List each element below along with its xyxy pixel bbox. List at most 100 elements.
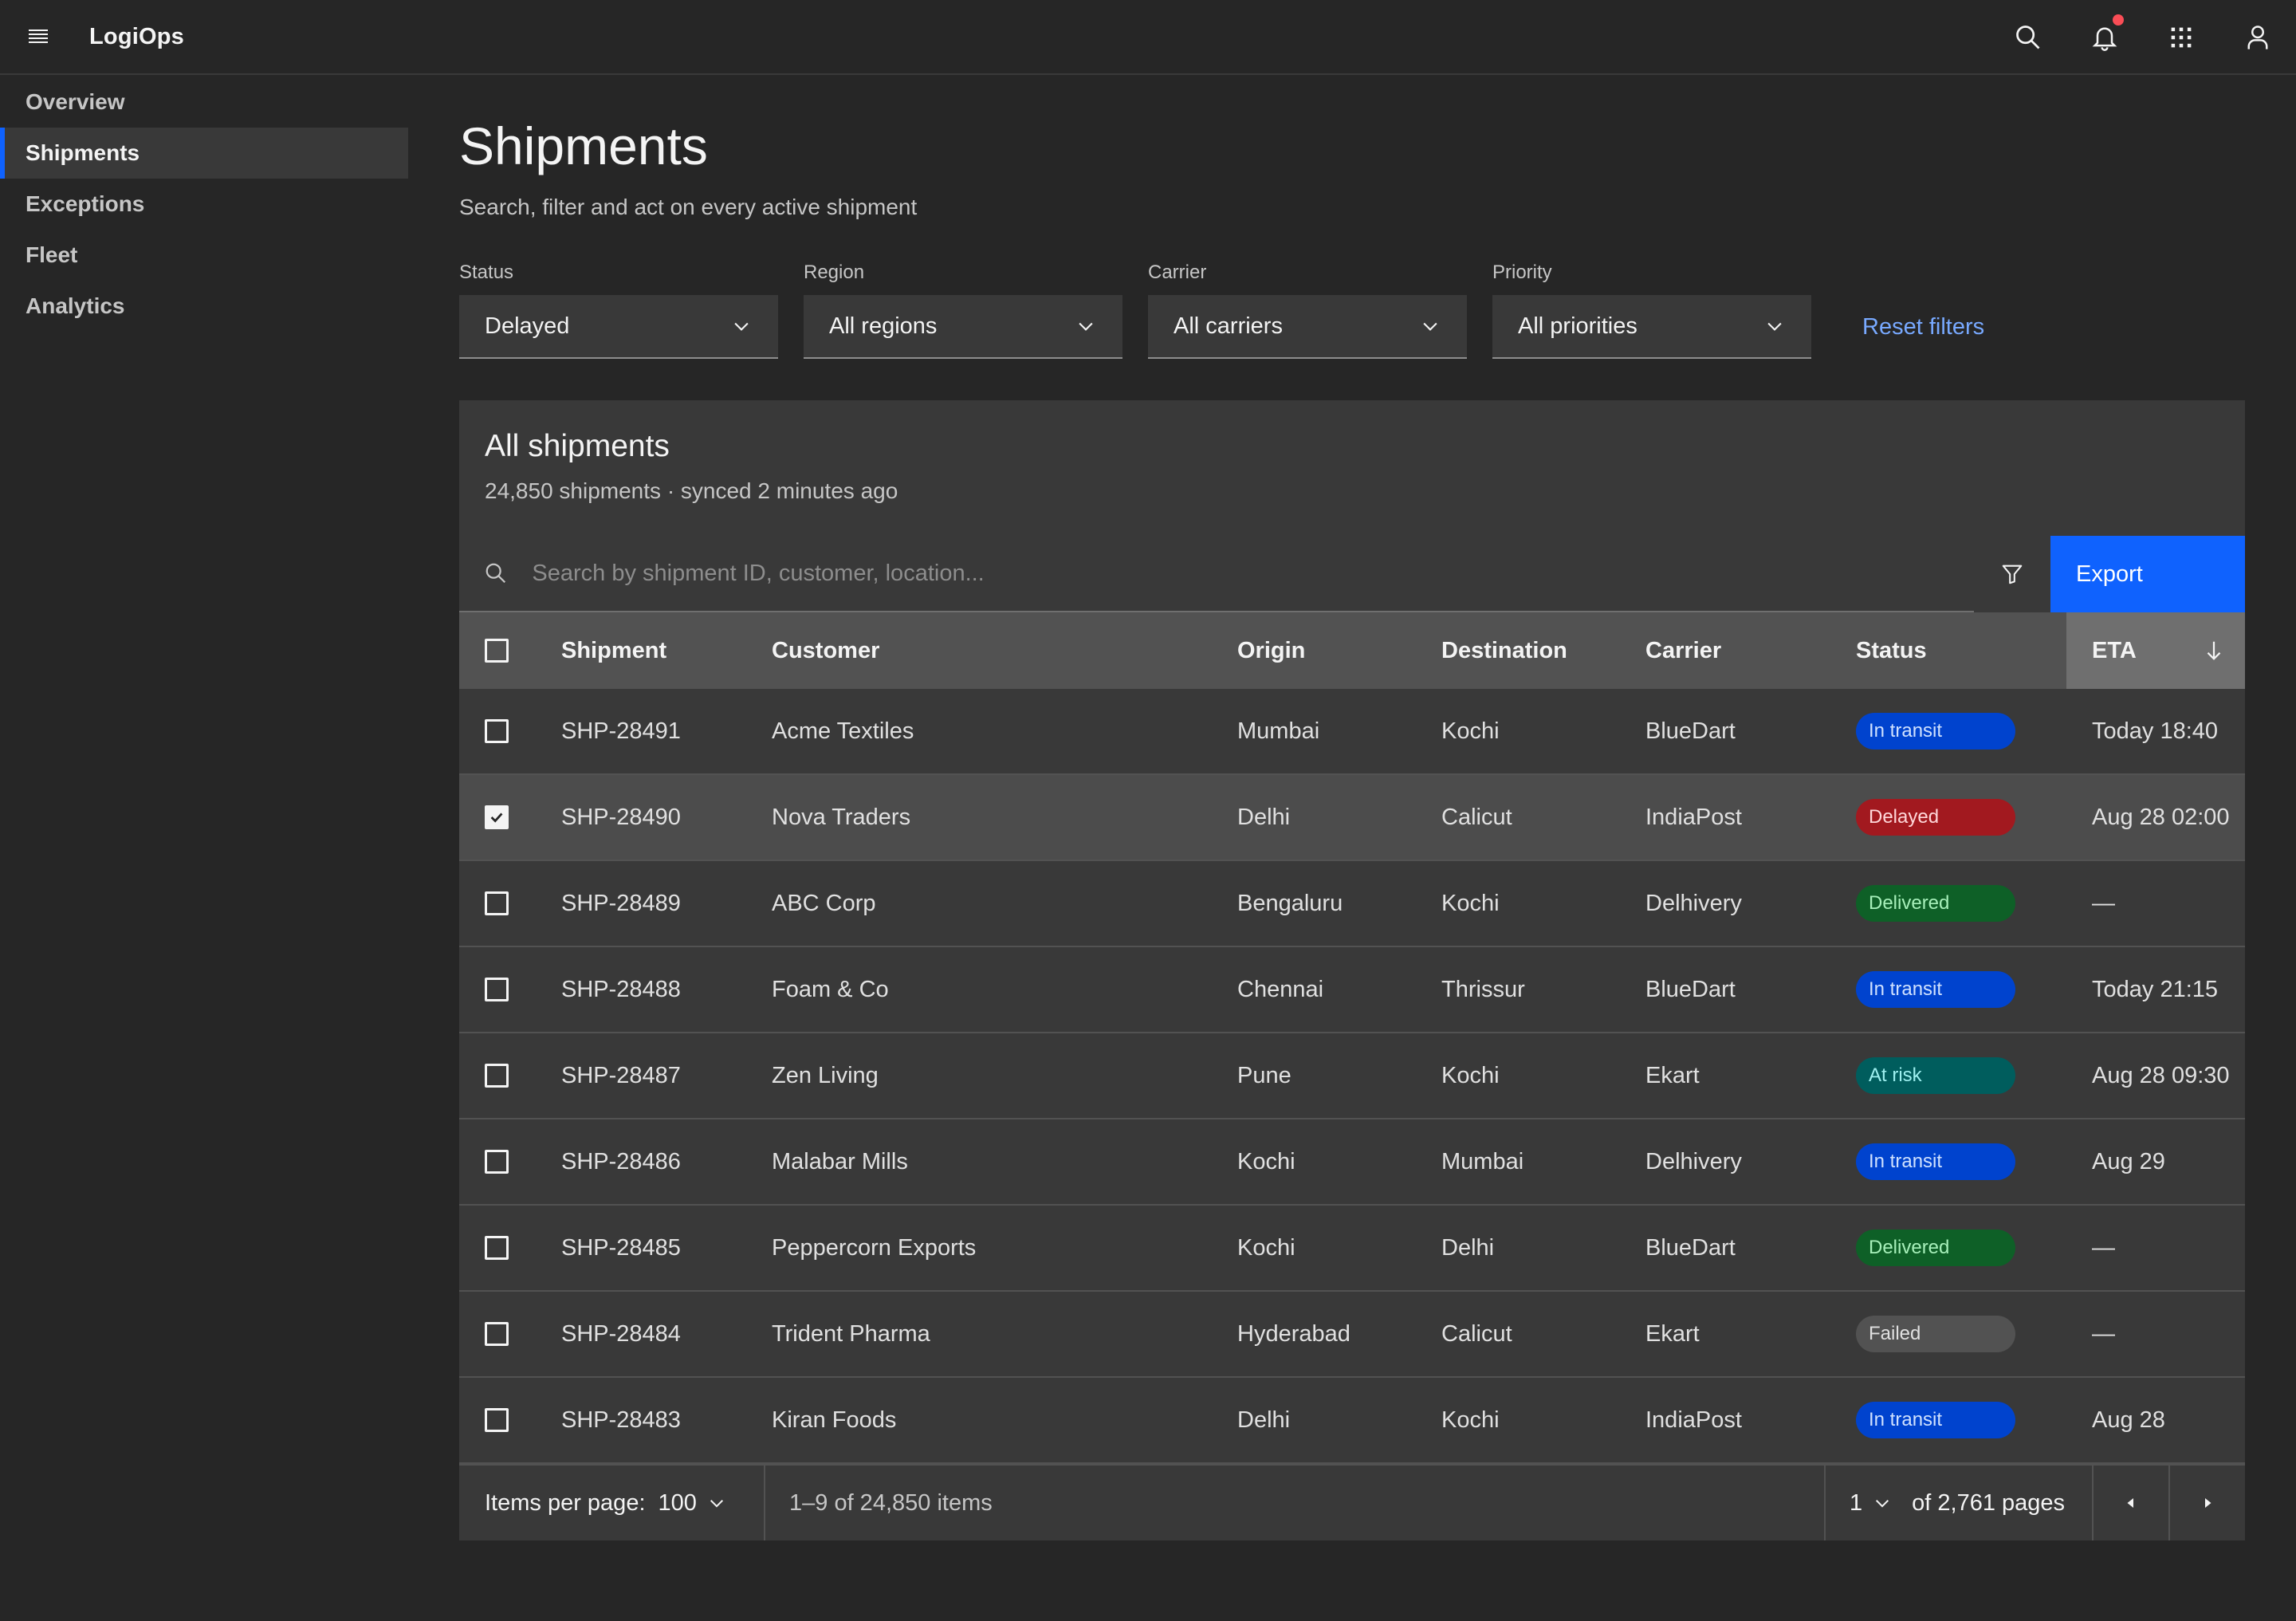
table-search-input[interactable]: [532, 560, 1974, 587]
table-row[interactable]: SHP-28485 Peppercorn Exports Kochi Delhi Blu…: [459, 1206, 2245, 1292]
table-row[interactable]: SHP-28486 Malabar Mills Kochi Mumbai Delhive…: [459, 1119, 2245, 1206]
user-icon: [2247, 26, 2268, 49]
row-checkbox[interactable]: [485, 805, 509, 829]
row-checkbox[interactable]: [485, 1150, 509, 1174]
destination-cell: Mumbai: [1441, 1148, 1524, 1174]
table-search: [459, 536, 1974, 612]
page-number-select[interactable]: 1: [1850, 1490, 1893, 1517]
chevron-down-icon: [1079, 322, 1093, 331]
arrow-down-icon: [2207, 641, 2221, 660]
filter-bar: Status Delayed Region All regions Carrie…: [459, 262, 1984, 359]
row-select-cell: [459, 1033, 561, 1118]
next-page-button[interactable]: [2168, 1466, 2245, 1540]
row-checkbox[interactable]: [485, 1064, 509, 1088]
page-subtitle: Search, filter and act on every active s…: [459, 195, 918, 219]
notifications-button[interactable]: [2066, 0, 2143, 75]
origin-cell: Kochi: [1237, 1148, 1295, 1174]
search-icon: [2016, 26, 2040, 49]
eta-cell: Aug 28 09:30: [2092, 1062, 2230, 1088]
destination-cell: Calicut: [1441, 1320, 1512, 1347]
row-select-cell: [459, 861, 561, 946]
previous-page-button[interactable]: [2092, 1466, 2168, 1540]
row-select-cell: [459, 1206, 561, 1290]
row-checkbox[interactable]: [485, 1322, 509, 1346]
destination-cell: Kochi: [1441, 718, 1500, 744]
table-row[interactable]: SHP-28487 Zen Living Pune Kochi Ekart At risk…: [459, 1033, 2245, 1119]
app-brand[interactable]: LogiOps: [89, 23, 185, 49]
status-dropdown[interactable]: Delayed: [459, 295, 778, 359]
row-checkbox[interactable]: [485, 978, 509, 1001]
sidebar-item-overview[interactable]: Overview: [26, 89, 125, 114]
customer-cell: Trident Pharma: [772, 1320, 930, 1347]
table-row[interactable]: SHP-28488 Foam & Co Chennai Thrissur BlueDar…: [459, 947, 2245, 1033]
shipment-id-cell: SHP-28490: [561, 804, 681, 830]
items-per-page: Items per page: 100: [459, 1466, 765, 1540]
destination-cell: Kochi: [1441, 1062, 1500, 1088]
carrier-filter-label: Carrier: [1148, 262, 1207, 283]
table-header: Shipment Customer Origin Destination Car…: [459, 612, 2245, 689]
row-checkbox[interactable]: [485, 891, 509, 915]
table-row[interactable]: SHP-28483 Kiran Foods Delhi Kochi IndiaPost I…: [459, 1378, 2245, 1464]
table-row[interactable]: SHP-28484 Trident Pharma Hyderabad Calicut E…: [459, 1292, 2245, 1378]
carrier-cell: BlueDart: [1645, 976, 1736, 1002]
hamburger-icon[interactable]: [0, 0, 77, 74]
eta-cell: Aug 28: [2092, 1407, 2165, 1433]
origin-cell: Delhi: [1237, 1407, 1291, 1433]
bell-icon: [2092, 27, 2117, 51]
export-button[interactable]: Export: [2050, 536, 2245, 612]
destination-cell: Thrissur: [1441, 976, 1525, 1002]
priority-dropdown[interactable]: All priorities: [1492, 295, 1811, 359]
sidebar-item-fleet[interactable]: Fleet: [26, 242, 78, 267]
column-header-origin[interactable]: Origin: [1237, 637, 1306, 663]
caret-left-icon: [2127, 1498, 2133, 1508]
status-badge: Delivered: [1856, 1230, 2015, 1266]
side-nav: Overview Shipments Exceptions Fleet Anal…: [0, 77, 408, 332]
column-header-shipment[interactable]: Shipment: [561, 637, 667, 663]
column-header-status[interactable]: Status: [1856, 637, 1927, 663]
customer-cell: Zen Living: [772, 1062, 879, 1088]
row-select-cell: [459, 1119, 561, 1204]
carrier-dropdown[interactable]: All carriers: [1148, 295, 1467, 359]
page-selector: 1 of 2,761 pages: [1824, 1466, 2092, 1540]
items-per-page-select[interactable]: 100: [659, 1490, 727, 1517]
column-header-carrier[interactable]: Carrier: [1645, 637, 1722, 663]
eta-cell: Aug 28 02:00: [2092, 804, 2230, 830]
origin-cell: Chennai: [1237, 976, 1324, 1002]
row-checkbox[interactable]: [485, 1408, 509, 1432]
region-filter: Region All regions: [804, 262, 1122, 359]
page-title: Shipments: [459, 116, 708, 175]
sidebar-item-exceptions[interactable]: Exceptions: [26, 191, 145, 216]
region-dropdown[interactable]: All regions: [804, 295, 1122, 359]
region-filter-label: Region: [804, 262, 865, 283]
header-search-button[interactable]: [1990, 0, 2066, 75]
user-profile-button[interactable]: [2219, 0, 2296, 75]
row-checkbox[interactable]: [485, 719, 509, 743]
table-row[interactable]: SHP-28491 Acme Textiles Mumbai Kochi BlueDar…: [459, 689, 2245, 775]
app-switcher-button[interactable]: [2143, 0, 2219, 75]
eta-cell: Today 18:40: [2092, 718, 2219, 744]
status-badge: In transit: [1856, 971, 2015, 1008]
status-filter: Status Delayed: [459, 262, 778, 359]
column-header-eta-label: ETA: [2092, 637, 2137, 663]
reset-filters-link[interactable]: Reset filters: [1862, 313, 1985, 340]
customer-cell: Nova Traders: [772, 804, 911, 830]
table-filter-button[interactable]: [1974, 536, 2050, 612]
column-header-customer[interactable]: Customer: [772, 637, 880, 663]
sidebar-item-analytics[interactable]: Analytics: [26, 293, 125, 318]
status-cell: Delivered: [1856, 1206, 2066, 1290]
status-cell: Failed: [1856, 1292, 2066, 1376]
column-header-destination[interactable]: Destination: [1441, 637, 1567, 663]
origin-cell: Hyderabad: [1237, 1320, 1350, 1347]
filter-icon: [2002, 565, 2023, 584]
row-checkbox[interactable]: [485, 1236, 509, 1260]
table-row[interactable]: SHP-28489 ABC Corp Bengaluru Kochi Delhivery…: [459, 861, 2245, 947]
column-header-eta[interactable]: ETA: [2066, 612, 2245, 689]
table-row[interactable]: SHP-28490 Nova Traders Delhi Calicut IndiaPo…: [459, 775, 2245, 861]
select-all-checkbox[interactable]: [485, 639, 509, 663]
items-per-page-value: 100: [658, 1489, 697, 1516]
shipment-id-cell: SHP-28489: [561, 890, 681, 916]
sidebar-item-shipments[interactable]: Shipments: [0, 128, 408, 179]
origin-cell: Mumbai: [1237, 718, 1320, 744]
customer-cell: Peppercorn Exports: [772, 1234, 977, 1261]
pagination: Items per page: 100 1–9 of 24,850 items …: [459, 1464, 2245, 1540]
